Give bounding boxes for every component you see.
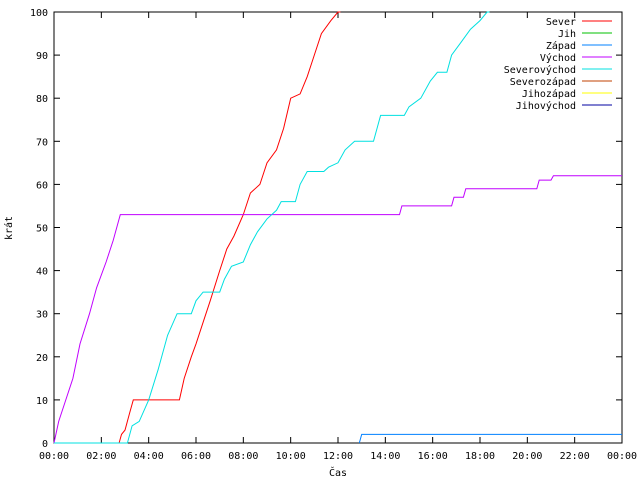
x-axis-label: Čas (329, 466, 347, 479)
legend-label: Jih (558, 29, 576, 40)
legend: SeverJihZápadVýchodSeverovýchodSeverozáp… (504, 17, 612, 112)
x-tick-label: 00:00 (39, 451, 69, 462)
y-tick-label: 100 (30, 8, 48, 19)
y-tick-label: 90 (36, 51, 48, 62)
x-tick-label: 12:00 (323, 451, 353, 462)
legend-label: Východ (540, 52, 576, 64)
y-axis-label: krát (3, 216, 15, 240)
x-tick-label: 08:00 (228, 451, 258, 462)
y-tick-label: 60 (36, 180, 48, 191)
y-tick-label: 10 (36, 396, 48, 407)
y-tick-label: 50 (36, 224, 48, 235)
y-tick-label: 40 (36, 267, 48, 278)
x-tick-label: 10:00 (276, 451, 306, 462)
series-lines (53, 11, 622, 444)
x-tick-label: 18:00 (465, 451, 495, 462)
x-tick-label: 22:00 (560, 451, 590, 462)
ticks: 00:00 02:00 04:00 06:00 08:00 10:00 12:00 14:00… (30, 8, 637, 462)
legend-label: Severozápad (510, 76, 576, 88)
legend-label: Jihozápad (522, 88, 576, 100)
x-tick-label: 16:00 (418, 451, 448, 462)
legend-label: Jihovýchod (516, 100, 576, 112)
y-tick-label: 70 (36, 137, 48, 148)
series-line-severovýchod (54, 11, 490, 444)
legend-label: Severovýchod (504, 64, 576, 76)
series-line-východ (53, 175, 622, 444)
y-tick-label: 30 (36, 310, 48, 321)
x-tick-label: 14:00 (370, 451, 400, 462)
x-tick-label: 04:00 (134, 451, 164, 462)
legend-label: Západ (546, 40, 576, 52)
x-tick-label: 06:00 (181, 451, 211, 462)
y-tick-label: 20 (36, 353, 48, 364)
series-line-sever (54, 11, 341, 444)
x-tick-label: 20:00 (512, 451, 542, 462)
legend-label: Sever (546, 17, 576, 28)
y-tick-label: 80 (36, 94, 48, 105)
y-tick-label: 0 (42, 439, 48, 450)
x-tick-label: 02:00 (86, 451, 116, 462)
x-tick-label: 00:00 (607, 451, 637, 462)
series-line-západ (358, 433, 622, 444)
